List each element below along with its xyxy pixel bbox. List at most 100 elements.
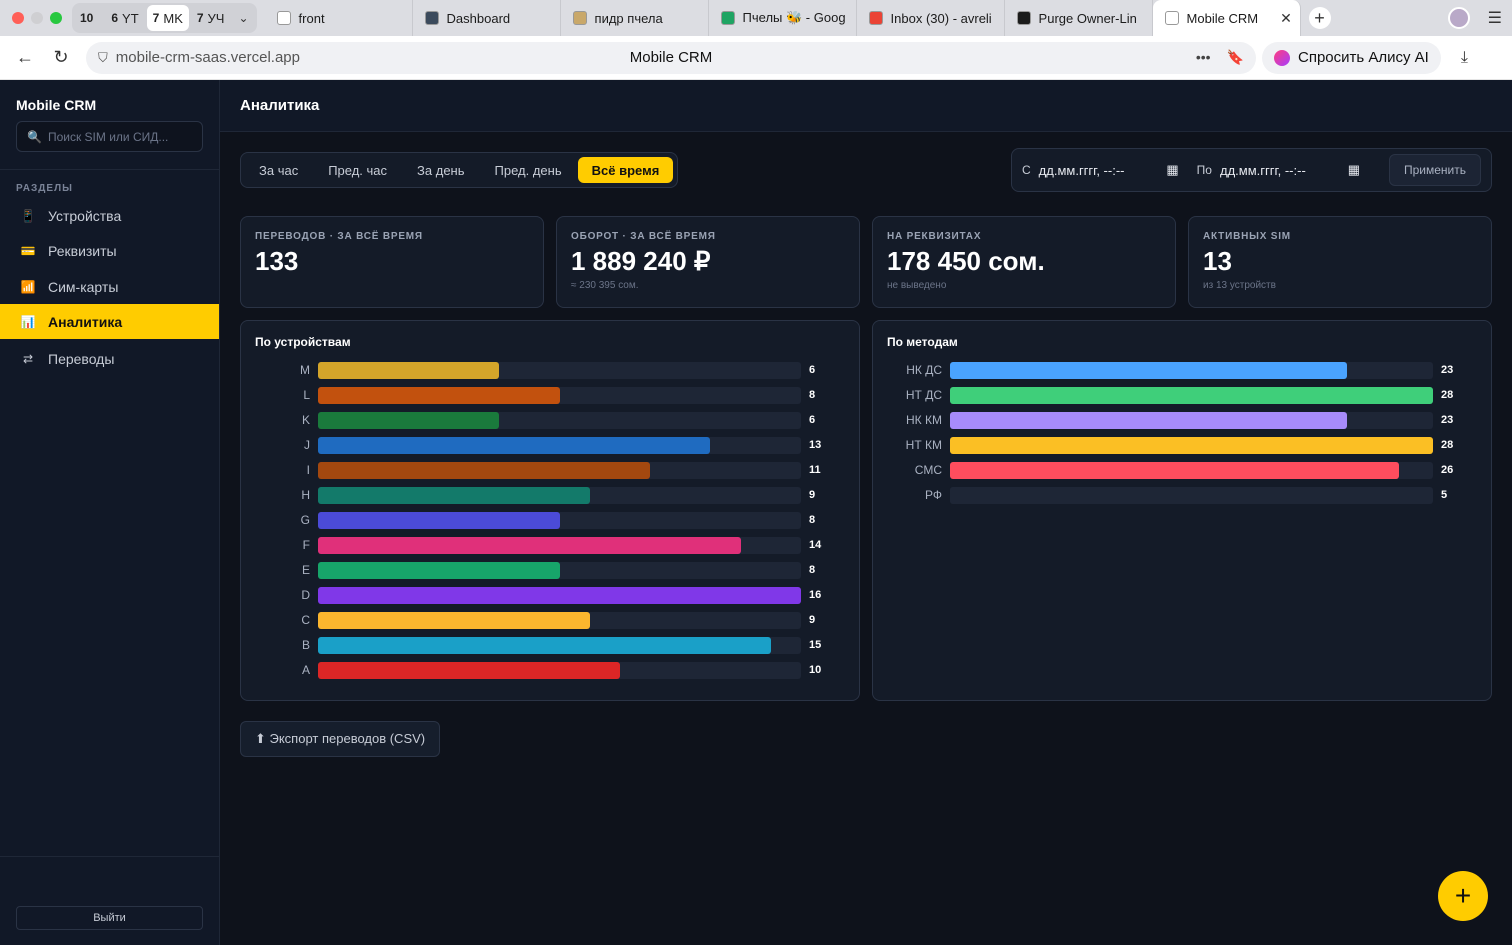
panel-title: По методам <box>887 335 958 349</box>
url-field[interactable]: ⛉ mobile-crm-saas.vercel.app Mobile CRM … <box>86 41 1256 74</box>
menu-icon[interactable]: ☰ <box>1487 10 1502 27</box>
date-range-filter: С дд.мм.гггг, --:-- ▦ По дд.мм.гггг, --:… <box>1011 148 1492 192</box>
page-icon <box>1164 11 1179 25</box>
back-icon[interactable]: ← <box>16 47 34 67</box>
bar-fill <box>318 387 560 404</box>
sidebar-item-devices[interactable]: 📱 Устройства <box>0 198 219 233</box>
bar-track <box>950 462 1433 479</box>
shield-icon: ⛉ <box>98 49 108 65</box>
browser-tab[interactable]: Inbox (30) - avreli <box>857 0 1005 36</box>
browser-tab[interactable]: Пчелы 🐝 - Goog <box>709 0 857 36</box>
bar-label: СМС <box>914 463 942 477</box>
sidebar-item-analytics[interactable]: 📊 Аналитика <box>0 304 219 339</box>
reload-icon[interactable]: ↻ <box>53 47 69 67</box>
maximize-window-icon[interactable] <box>50 12 62 24</box>
bar-track <box>318 562 801 579</box>
add-button[interactable]: + <box>1438 871 1488 921</box>
bar-fill <box>950 437 1433 454</box>
from-date-input[interactable]: дд.мм.гггг, --:-- ▦ <box>1039 162 1179 178</box>
bar-value: 14 <box>809 539 822 551</box>
period-button[interactable]: За день <box>417 162 465 178</box>
bar-label: НК КМ <box>906 413 942 427</box>
gmail-icon <box>868 11 883 25</box>
to-date-input[interactable]: дд.мм.гггг, --:-- ▦ <box>1220 162 1360 178</box>
brand-title: Mobile CRM <box>16 97 97 113</box>
bar-value: 8 <box>809 564 816 576</box>
bar-track <box>950 412 1433 429</box>
alice-button[interactable]: Спросить Алису AI <box>1262 41 1441 74</box>
tab-group[interactable]: 6 YT <box>105 5 144 31</box>
browser-tab[interactable]: Purge Owner-Lin <box>1005 0 1153 36</box>
bar-fill <box>318 537 741 554</box>
tab-group-label: YT <box>122 10 139 26</box>
stat-card-transfers: ПЕРЕВОДОВ · ЗА ВСЁ ВРЕМЯ 133 <box>240 216 544 308</box>
tab-group-label: MK <box>163 10 183 26</box>
tab-title: Dashboard <box>446 10 511 26</box>
from-date-value: дд.мм.гггг, --:-- <box>1038 162 1125 178</box>
bar-track <box>318 612 801 629</box>
search-icon: 🔍 <box>27 129 42 144</box>
section-title: РАЗДЕЛЫ <box>16 183 73 194</box>
new-tab-button[interactable]: + <box>1308 7 1331 29</box>
browser-tab[interactable]: Mobile CRM ✕ <box>1152 0 1301 36</box>
chart-icon: 📊 <box>20 314 36 329</box>
signal-icon: 📶 <box>20 279 36 294</box>
card-icon: 💳 <box>20 243 36 258</box>
more-icon[interactable]: ••• <box>1195 49 1211 65</box>
period-button[interactable]: Пред. час <box>328 162 388 178</box>
bar-value: 6 <box>809 364 816 376</box>
bar-track <box>318 387 801 404</box>
devices-chart-panel: По устройствам M 6 L 8 K 6 J 13 I 11 H 9 G 8 F 14 E 8 D 16 C… <box>240 320 860 701</box>
download-icon[interactable]: ⤓ <box>1460 48 1468 66</box>
apply-button[interactable]: Применить <box>1388 154 1481 186</box>
sidebar-item-transfers[interactable]: ⇄ Переводы <box>0 341 219 376</box>
chevron-down-icon[interactable]: ⌄ <box>238 11 249 25</box>
bookmark-icon[interactable]: 🔖 <box>1226 49 1244 65</box>
bar-fill <box>318 637 771 654</box>
profile-avatar[interactable] <box>1447 7 1470 29</box>
search-input[interactable]: 🔍 Поиск SIM или СИД... <box>16 121 203 152</box>
stat-sub: ≈ 230 395 сом. <box>571 280 639 291</box>
logout-button[interactable]: Выйти <box>16 906 203 930</box>
tab-group[interactable]: 7 MK <box>146 5 189 31</box>
tab-group[interactable]: 10 <box>74 5 103 31</box>
minimize-window-icon[interactable] <box>31 12 43 24</box>
stat-label: АКТИВНЫХ SIM <box>1203 231 1291 242</box>
close-window-icon[interactable] <box>12 12 24 24</box>
bar-track <box>318 512 801 529</box>
period-button[interactable]: Всё время <box>577 157 674 183</box>
bar-value: 28 <box>1441 389 1454 401</box>
export-csv-button[interactable]: ⬆ Экспорт переводов (CSV) <box>240 721 441 757</box>
tab-title: Inbox (30) - avreli <box>890 10 992 26</box>
calendar-icon[interactable]: ▦ <box>1166 162 1179 177</box>
tab-group-count: 10 <box>80 11 94 25</box>
bar-track <box>318 437 801 454</box>
browser-tab[interactable]: front <box>265 0 413 36</box>
bar-label: K <box>301 413 310 427</box>
bolt-icon <box>1016 11 1031 25</box>
bar-label: H <box>301 488 310 502</box>
bar-value: 15 <box>809 639 822 651</box>
stat-label: НА РЕКВИЗИТАХ <box>887 231 982 242</box>
stat-card-active-sims: АКТИВНЫХ SIM 13 из 13 устройств <box>1188 216 1492 308</box>
browser-tab[interactable]: пидр пчела <box>561 0 709 36</box>
tab-group[interactable]: 7 УЧ <box>191 5 231 31</box>
bar-track <box>950 387 1433 404</box>
calendar-icon[interactable]: ▦ <box>1347 162 1360 177</box>
bar-track <box>318 587 801 604</box>
bar-value: 23 <box>1441 414 1454 426</box>
close-tab-icon[interactable]: ✕ <box>1280 9 1292 26</box>
divider <box>0 169 219 170</box>
sidebar-item-label: Аналитика <box>48 313 123 330</box>
bar-fill <box>950 487 1037 504</box>
main-content: Аналитика За час Пред. час За день Пред. де… <box>220 80 1512 945</box>
period-button[interactable]: Пред. день <box>494 162 562 178</box>
bar-label: M <box>300 363 310 377</box>
period-button[interactable]: За час <box>259 162 299 178</box>
tab-title: Пчелы 🐝 - Goog <box>742 10 846 25</box>
browser-tab[interactable]: Dashboard <box>413 0 561 36</box>
stat-label: ОБОРОТ · ЗА ВСЁ ВРЕМЯ <box>571 231 716 242</box>
sidebar-item-requisites[interactable]: 💳 Реквизиты <box>0 233 219 268</box>
sidebar-item-sims[interactable]: 📶 Сим-карты <box>0 269 219 304</box>
bar-track <box>950 362 1433 379</box>
